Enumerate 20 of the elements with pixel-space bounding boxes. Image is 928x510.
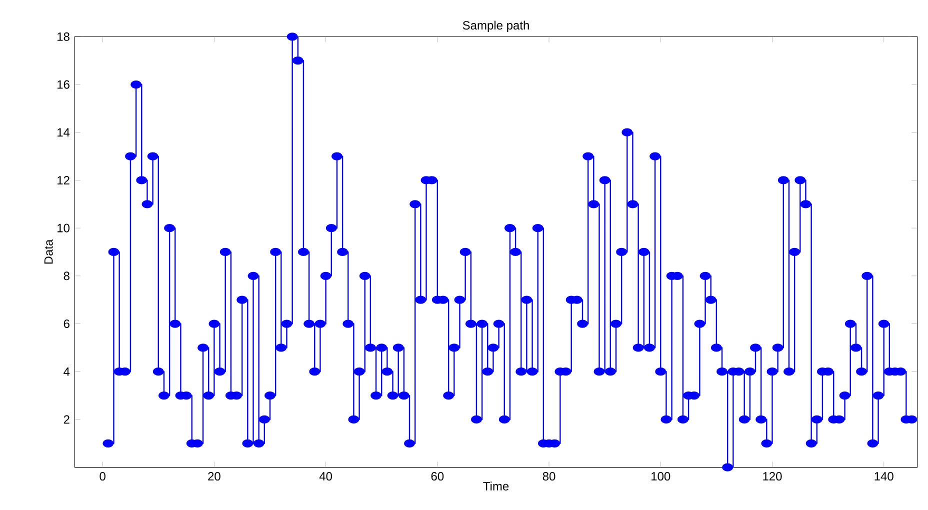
x-tick-label: 100 xyxy=(652,472,670,481)
y-tick-label: 8 xyxy=(64,272,70,280)
x-tick-label: 140 xyxy=(874,472,894,481)
y-tick-label: 18 xyxy=(58,32,70,41)
x-tick-label: 60 xyxy=(431,472,444,481)
y-tick-label: 10 xyxy=(58,224,70,232)
y-tick-label: 12 xyxy=(58,176,70,184)
y-tick-label: 4 xyxy=(64,367,70,376)
y-tick-label: 6 xyxy=(64,320,70,328)
x-tick-label: 40 xyxy=(319,472,332,481)
y-axis-title: Data xyxy=(44,239,53,264)
chart-title: Sample path xyxy=(462,20,529,32)
x-axis-title: Time xyxy=(483,482,509,490)
y-tick-label: 16 xyxy=(58,80,70,89)
y-tick-label: 2 xyxy=(64,415,70,424)
x-tick-label: 120 xyxy=(763,472,782,481)
x-tick-label: 20 xyxy=(208,472,220,481)
y-tick-label: 14 xyxy=(58,128,70,136)
x-tick-label: 80 xyxy=(542,472,556,481)
x-tick-label: 0 xyxy=(100,472,106,481)
